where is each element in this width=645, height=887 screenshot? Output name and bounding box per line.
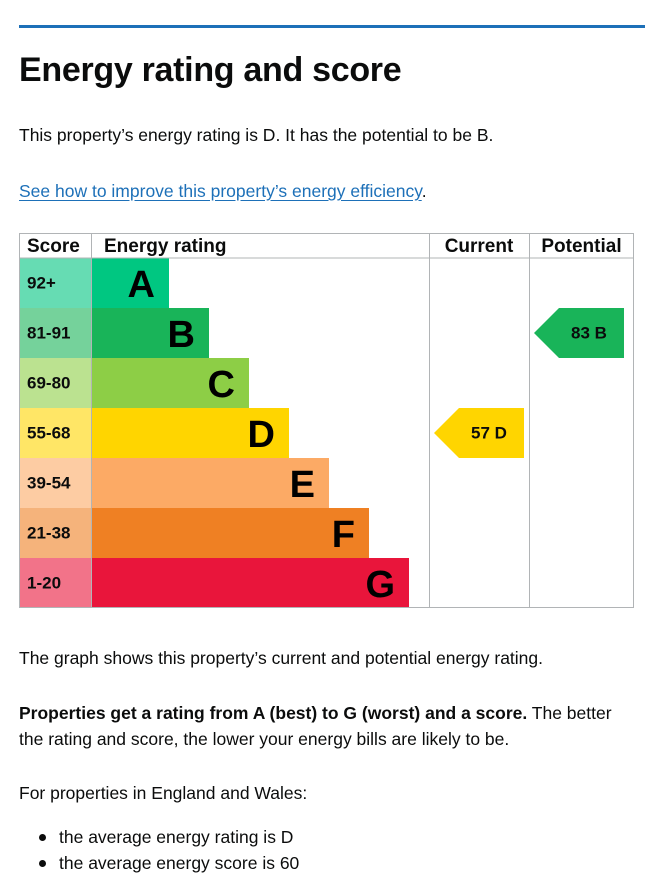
score-cell [19, 508, 91, 558]
rating-letter: E [290, 464, 315, 506]
current-rating-label: 57 D [471, 424, 507, 443]
rating-letter: F [332, 514, 355, 556]
page-title: Energy rating and score [19, 51, 402, 89]
region-text: For properties in England and Wales: [19, 783, 308, 803]
rating-bar-c [91, 358, 249, 408]
list-item: the average energy rating is D [38, 824, 299, 850]
score-cell [19, 408, 91, 458]
rating-letter: C [208, 364, 235, 406]
rating-bar-a [91, 258, 169, 308]
rating-summary-bold: Properties get a rating from A (best) to… [19, 703, 528, 723]
potential-arrow [534, 308, 624, 358]
score-label: 92+ [27, 274, 56, 293]
score-cell [19, 558, 91, 608]
energy-rating-chart: 92+ A 81-91 B 69-80 C 55-68 D 39-54 E 21-38 F 1-20 G S… [19, 233, 634, 609]
rating-bar-f [91, 508, 369, 558]
score-label: 21-38 [27, 524, 70, 543]
list-item: the average energy score is 60 [38, 850, 299, 876]
rating-bar-d [91, 408, 289, 458]
score-cell [19, 308, 91, 358]
potential-rating-label: 83 B [571, 324, 607, 343]
rating-letter: G [365, 564, 395, 606]
top-divider [19, 25, 645, 28]
rating-bar-b [91, 308, 209, 358]
header-current: Current [445, 236, 514, 257]
graph-caption: The graph shows this property’s current … [19, 648, 544, 668]
score-cell [19, 258, 91, 308]
improve-link-line: See how to improve this property’s energ… [19, 178, 427, 204]
header-potential: Potential [541, 236, 621, 257]
rating-summary-rest: The better the rating and score, the low… [19, 703, 612, 749]
rating-bar-g [91, 558, 409, 608]
score-cell [19, 458, 91, 508]
score-label: 39-54 [27, 474, 71, 493]
energy-rating-chart-svg: 92+ A 81-91 B 69-80 C 55-68 D 39-54 E 21-38 F 1-20 G S… [19, 233, 634, 608]
improve-efficiency-link[interactable]: See how to improve this property’s energ… [19, 181, 422, 201]
score-label: 81-91 [27, 324, 70, 343]
rating-bar-e [91, 458, 329, 508]
score-label: 55-68 [27, 424, 70, 443]
averages-list: the average energy rating is D the avera… [19, 824, 299, 876]
header-score: Score [27, 236, 80, 257]
score-label: 69-80 [27, 374, 70, 393]
improve-link-suffix: . [421, 181, 427, 201]
score-cell [19, 358, 91, 408]
rating-letter: B [168, 314, 195, 356]
score-label: 1-20 [27, 574, 61, 593]
rating-summary: Properties get a rating from A (best) to… [19, 700, 629, 752]
header-energy-rating: Energy rating [104, 236, 226, 257]
rating-letter: A [128, 264, 155, 306]
rating-letter: D [248, 414, 275, 456]
rating-intro: This property’s energy rating is D. It h… [19, 125, 494, 145]
current-arrow [434, 408, 524, 458]
chart-border [19, 233, 634, 608]
